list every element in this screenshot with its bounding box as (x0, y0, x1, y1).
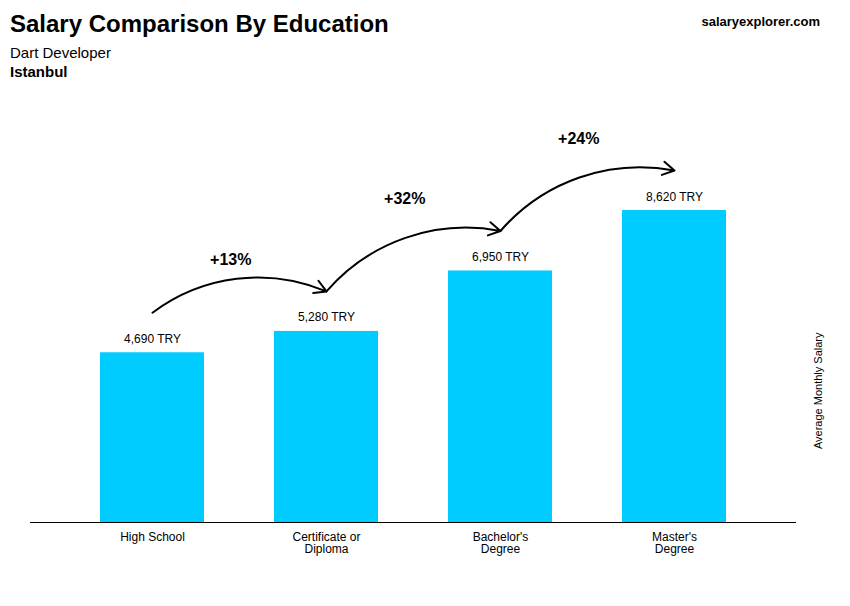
html-text:Dart Developer: Dart Developer (10, 44, 111, 61)
svg-text:+13%: +13% (210, 251, 251, 268)
html-text:Salary Comparison By Education: Salary Comparison By Education (10, 10, 389, 37)
svg-text:8,620 TRY: 8,620 TRY (646, 190, 703, 204)
html-text:Istanbul: Istanbul (10, 63, 68, 80)
svg-text:Certificate orDiploma: Certificate orDiploma (292, 530, 360, 556)
svg-text:Master'sDegree: Master'sDegree (652, 530, 697, 556)
svg-text:6,950 TRY: 6,950 TRY (472, 250, 529, 264)
html-text:salaryexplorer.com: salaryexplorer.com (701, 14, 820, 29)
svg-text:4,690 TRY: 4,690 TRY (124, 332, 181, 346)
svg-text:+24%: +24% (558, 130, 599, 147)
svg-text:Average Monthly Salary: Average Monthly Salary (812, 332, 824, 449)
svg-text:High School: High School (120, 530, 185, 544)
svg-text:5,280 TRY: 5,280 TRY (298, 310, 355, 324)
svg-text:Bachelor'sDegree: Bachelor'sDegree (473, 530, 529, 556)
svg-text:+32%: +32% (384, 190, 425, 207)
